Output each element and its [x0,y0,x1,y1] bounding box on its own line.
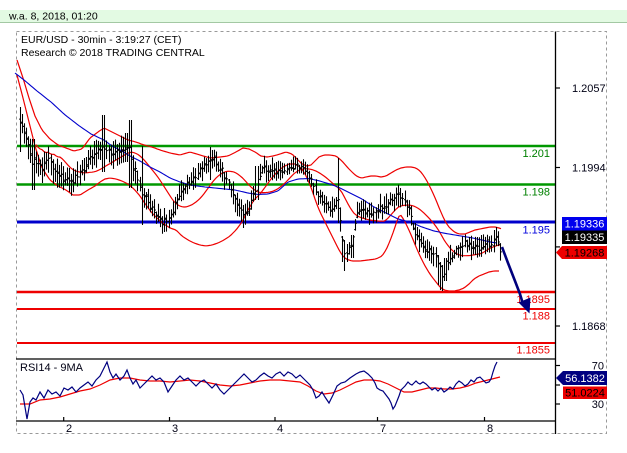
svg-text:1.201: 1.201 [522,148,550,160]
svg-text:1.195: 1.195 [522,225,550,237]
svg-text:51.0224: 51.0224 [565,388,605,400]
svg-text:7: 7 [380,423,386,435]
svg-text:30: 30 [592,399,604,411]
svg-text:56.1382: 56.1382 [565,373,605,385]
svg-text:4: 4 [277,423,283,435]
svg-text:Research © 2018 TRADING CENTRA: Research © 2018 TRADING CENTRAL [21,47,205,59]
svg-text:1.188: 1.188 [522,311,550,323]
svg-text:2: 2 [66,423,72,435]
svg-text:1.19336: 1.19336 [565,219,605,231]
svg-text:EUR/USD - 30min - 3:19:27 (CET: EUR/USD - 30min - 3:19:27 (CET) [21,34,181,46]
svg-text:1.1994: 1.1994 [572,163,606,175]
svg-text:1.198: 1.198 [522,187,550,199]
svg-text:RSI14 - 9MA: RSI14 - 9MA [20,362,84,374]
svg-text:1.1868: 1.1868 [572,321,606,333]
svg-text:70: 70 [592,361,604,373]
svg-text:8: 8 [487,423,493,435]
svg-text:1.19268: 1.19268 [565,248,605,260]
svg-text:3: 3 [172,423,178,435]
svg-text:1.19335: 1.19335 [565,232,605,244]
svg-text:1.1855: 1.1855 [516,345,550,357]
svg-text:1.2057: 1.2057 [572,83,606,95]
svg-text:w.a. 8, 2018, 01:20: w.a. 8, 2018, 01:20 [8,11,98,23]
